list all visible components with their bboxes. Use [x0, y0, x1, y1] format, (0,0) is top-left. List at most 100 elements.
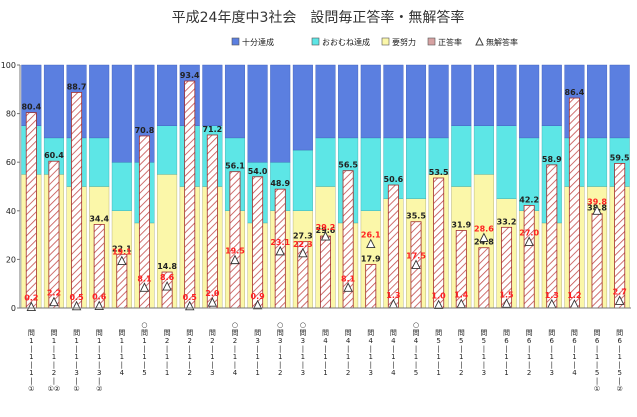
x-category-label: 1 [595, 353, 599, 361]
bar-correct-rate [320, 235, 331, 309]
correct-rate-label: 50.6 [384, 175, 404, 184]
chart-legend: 十分達成 おおむね達成 要努力 正答率 無解答率 [231, 36, 518, 47]
x-category-label: 1 [74, 353, 78, 361]
band-good [315, 137, 336, 187]
x-category-label: 1 [233, 353, 237, 361]
bar-correct-rate [184, 80, 196, 309]
x-category-label: 2 [187, 369, 191, 377]
band-good [496, 125, 517, 199]
band-excellent [473, 64, 494, 126]
correct-rate-label: 14.8 [157, 262, 177, 271]
x-category-label: 2 [278, 369, 282, 377]
correct-rate-label: 93.4 [180, 71, 200, 80]
x-category-label: | [98, 377, 100, 385]
legend-swatch-effort [381, 37, 390, 46]
x-category-label: 1 [323, 353, 327, 361]
bar-correct-rate [614, 163, 626, 309]
x-category-label: 5 [595, 369, 599, 377]
correct-rate-label: 24.8 [474, 238, 494, 247]
correct-rate-label: 59.5 [610, 153, 630, 162]
x-category-label: 1 [255, 353, 259, 361]
x-axis: 問1|1|1|①問1|1|2|①②問1|1|3|①問1|1|3|②問1|1|4○… [28, 321, 623, 393]
x-category-label: 1 [278, 353, 282, 361]
no-answer-label: 17.5 [406, 251, 426, 260]
x-category-label: 問 [458, 329, 465, 337]
x-category-label: 問 [299, 329, 306, 337]
legend-label-none: 無解答率 [486, 37, 518, 47]
x-category-label: | [392, 345, 394, 353]
x-category-label: | [528, 361, 530, 369]
bar-correct-rate [546, 164, 558, 309]
x-category-label: | [234, 361, 236, 369]
no-answer-label: 26.1 [361, 231, 381, 240]
no-answer-label: 0.9 [251, 292, 266, 301]
x-category-label: 1 [120, 337, 124, 345]
band-excellent [292, 64, 313, 151]
x-category-label: | [75, 345, 77, 353]
band-excellent [451, 64, 472, 126]
x-category-label: 5 [142, 369, 146, 377]
x-category-label: 問 [141, 329, 148, 337]
no-answer-label: 23.1 [270, 238, 290, 247]
marker-no-answer [433, 299, 444, 310]
x-category-label: | [619, 345, 621, 353]
no-answer-label: 1.3 [545, 291, 559, 300]
x-category-label: 問 [503, 329, 510, 337]
x-category-label: | [234, 345, 236, 353]
correct-rate-label: 88.7 [67, 82, 87, 91]
correct-rate-label: 53.5 [429, 168, 449, 177]
x-category-label: | [53, 345, 55, 353]
correct-rate-label: 60.4 [44, 151, 64, 160]
x-category-label: | [30, 361, 32, 369]
x-category-label: 問 [548, 329, 555, 337]
band-excellent [270, 64, 291, 163]
x-category-label: 4 [120, 369, 125, 377]
x-category-label: 4 [346, 337, 351, 345]
x-category-label: | [573, 361, 575, 369]
correct-rate-label: 80.4 [21, 103, 41, 112]
x-category-label: 1 [52, 353, 56, 361]
x-category-label: | [324, 361, 326, 369]
x-category-label: 1 [504, 353, 508, 361]
x-category-label: | [551, 361, 553, 369]
band-excellent [202, 64, 223, 126]
x-category-label: ① [28, 385, 34, 393]
correct-rate-label: 86.4 [565, 88, 585, 97]
marker-no-answer [298, 247, 308, 258]
band-excellent [360, 64, 381, 139]
x-category-label: 問 [50, 329, 57, 337]
bar-correct-rate [48, 160, 60, 309]
marker-no-answer [411, 259, 421, 269]
x-category-label: 1 [142, 337, 146, 345]
x-category-label: 1 [255, 369, 259, 377]
bar-correct-rate [478, 247, 490, 309]
band-excellent [338, 64, 359, 139]
x-category-label: 問 [390, 329, 397, 337]
x-category-label: 4 [414, 337, 419, 345]
no-answer-label: 28.6 [474, 225, 494, 234]
y-tick-label: 20 [6, 255, 16, 264]
x-category-label: | [189, 361, 191, 369]
x-category-label: | [30, 377, 32, 385]
no-answer-label: 2.2 [47, 289, 61, 298]
y-tick-label: 60 [6, 158, 16, 167]
x-category-label: 4 [572, 369, 577, 377]
band-excellent [43, 64, 64, 139]
x-category-label: 問 [413, 329, 420, 337]
x-category-label: 1 [550, 353, 554, 361]
x-category-label: 問 [28, 329, 35, 337]
x-category-label: | [596, 361, 598, 369]
no-answer-label: 1.5 [499, 290, 514, 299]
band-excellent [541, 64, 562, 126]
band-excellent [315, 64, 336, 139]
x-category-label: 問 [571, 329, 578, 337]
x-category-label: | [324, 345, 326, 353]
x-category-label: 1 [391, 353, 395, 361]
correct-rate-label: 56.1 [225, 162, 245, 171]
legend-swatch-good [311, 37, 320, 46]
no-answer-label: 8.1 [137, 274, 152, 283]
marker-no-answer [252, 299, 263, 310]
band-good [473, 125, 494, 175]
no-answer-label: 19.5 [225, 247, 245, 256]
